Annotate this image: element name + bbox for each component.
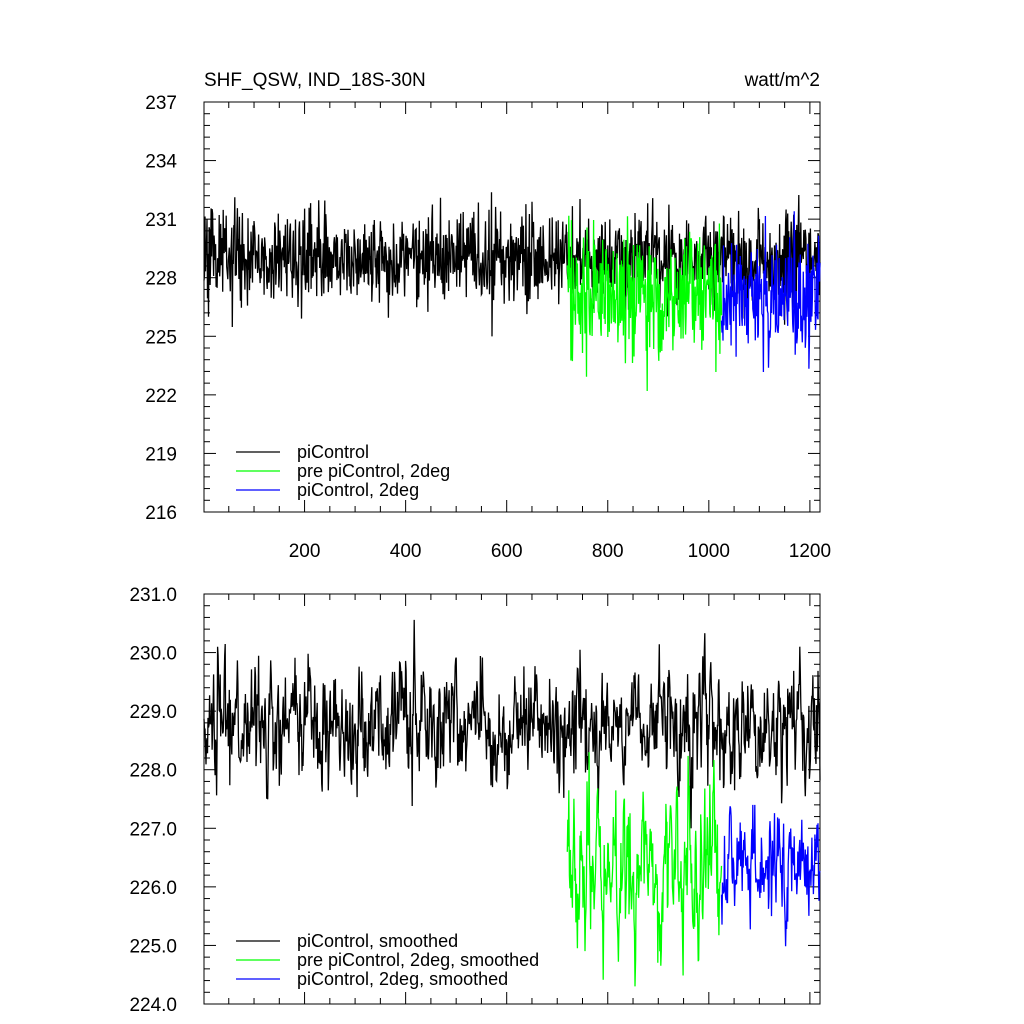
y-tick-label: 226.0: [129, 878, 177, 899]
y-tick-label: 231: [145, 210, 177, 231]
y-tick-label: 228.0: [129, 761, 177, 782]
bottom-panel: 224.0 225.0 226.0 227.0 228.0 229.0 230.0 231.0…: [129, 585, 821, 1016]
top-panel-title: SHF_QSW, IND_18S-30N: [204, 70, 426, 91]
bottom-plot-frame: [203, 593, 821, 1005]
y-tick-label: 229.0: [129, 702, 177, 723]
legend-label: pre piControl, 2deg, smoothed: [297, 950, 539, 970]
series-line-3: [720, 804, 821, 947]
y-tick-label: 227.0: [129, 819, 177, 840]
series-line-2: [566, 215, 723, 392]
x-tick-label: 200: [289, 541, 321, 562]
x-tick-label: 1000: [688, 541, 730, 562]
y-tick-label: 219: [145, 444, 177, 465]
x-tick-label: 600: [491, 541, 523, 562]
y-tick-label: 224.0: [129, 995, 177, 1016]
top-plot-frame: [203, 101, 821, 513]
x-tick-label: 1200: [789, 541, 831, 562]
top-panel-units: watt/m^2: [744, 70, 820, 91]
y-tick-label: 234: [145, 152, 177, 173]
y-tick-label: 222: [145, 386, 177, 407]
bottom-axes: 224.0 225.0 226.0 227.0 228.0 229.0 230.0 231.0: [129, 585, 820, 1016]
y-tick-label: 228: [145, 269, 177, 290]
x-tick-label: 400: [390, 541, 422, 562]
top-panel: SHF_QSW, IND_18S-30N watt/m^2 2162192222…: [145, 70, 831, 562]
legend-label: pre piControl, 2deg: [297, 461, 450, 481]
bottom-series: [203, 619, 821, 987]
series-line-2: [566, 752, 723, 987]
y-tick-label: 216: [145, 503, 177, 524]
series-line-1: [203, 619, 821, 829]
y-tick-label: 231.0: [129, 585, 177, 606]
y-tick-label: 237: [145, 93, 177, 114]
legend-label: piControl: [297, 442, 369, 462]
x-tick-label: 800: [592, 541, 624, 562]
series-line-3: [720, 211, 821, 373]
legend-label: piControl, 2deg, smoothed: [297, 969, 508, 989]
top-series: [203, 192, 821, 392]
y-tick-label: 225.0: [129, 936, 177, 957]
top-axes: 216 219 222 225 228 231 234 237 200 400 600 800 1000…: [145, 93, 831, 562]
y-tick-label: 230.0: [129, 644, 177, 665]
series-line-1: [203, 192, 821, 337]
legend-label: piControl, 2deg: [297, 480, 419, 500]
legend-label: piControl, smoothed: [297, 931, 458, 951]
y-tick-label: 225: [145, 327, 177, 348]
